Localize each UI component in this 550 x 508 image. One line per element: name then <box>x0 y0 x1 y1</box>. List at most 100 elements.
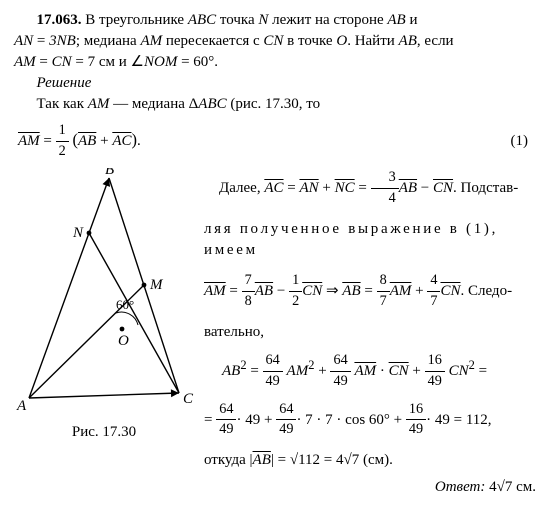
figure-text-row: ABCNMO60° Рис. 17.30 Далее, AC = AN + NC… <box>14 168 536 472</box>
AB: AB <box>387 12 405 28</box>
d: 2 <box>56 142 69 162</box>
seven: = 7 см и ∠ <box>72 54 144 70</box>
t: · 49 + <box>236 411 276 427</box>
equation-3: AB2 = 6449 AM2 + 6449 AM · CN + 1649 CN2… <box>222 351 536 392</box>
para-5: откуда |AB| = √112 = 4√7 (см). <box>204 450 536 471</box>
vec-AN: AN <box>299 180 318 196</box>
n: 1 <box>289 271 302 292</box>
t: откуда <box>204 452 250 468</box>
n: 64 <box>216 400 236 421</box>
solution-heading: Решение <box>14 73 536 94</box>
d: 49 <box>263 372 283 392</box>
AB: AB <box>222 363 240 379</box>
AB2: AB <box>399 33 417 49</box>
vec-AM: AM <box>354 363 376 379</box>
CN: CN <box>263 33 283 49</box>
frac-47: 47 <box>427 271 440 312</box>
n: 7 <box>242 271 255 292</box>
problem-line-1: 17.063. В треугольнике ABC точка N лежит… <box>14 10 536 31</box>
problem-line-2: AN = 3NB; медиана AM пересекается с CN в… <box>14 31 536 52</box>
d: 4 <box>371 189 399 209</box>
NOM: NOM <box>144 54 177 70</box>
frac-1649: 1649 <box>425 351 445 392</box>
n: 64 <box>263 351 283 372</box>
svg-text:60°: 60° <box>116 297 134 312</box>
vec-AB: AB <box>255 283 273 299</box>
t: (рис. 17.30, то <box>227 96 321 112</box>
problem-number: 17.063. <box>37 12 82 28</box>
n: 64 <box>330 351 350 372</box>
CN: CN <box>449 363 469 379</box>
abc: ABC <box>188 12 216 28</box>
ABC: ABC <box>198 96 226 112</box>
vec-AM: AM <box>390 283 412 299</box>
d: 49 <box>406 420 426 440</box>
figure-column: ABCNMO60° Рис. 17.30 <box>14 168 194 472</box>
AM: AM <box>88 96 110 112</box>
answer-value: 4√7 см. <box>485 479 536 495</box>
svg-text:O: O <box>118 333 129 349</box>
d: 49 <box>330 372 350 392</box>
svg-text:M: M <box>149 277 164 293</box>
solution-line-1: Так как AM — медиана ΔABC (рис. 17.30, т… <box>14 94 536 115</box>
problem-line-3: AM = CN = 7 см и ∠NOM = 60°. <box>14 52 536 73</box>
problem-block: 17.063. В треугольнике ABC точка N лежит… <box>14 10 536 73</box>
t: , если <box>417 33 454 49</box>
para-4: вательно, <box>204 322 536 343</box>
n: 8 <box>377 271 390 292</box>
d: 49 <box>216 420 236 440</box>
t: пересекается с <box>162 33 263 49</box>
triangle-figure: ABCNMO60° <box>14 168 194 418</box>
frac-34: 34 <box>371 168 399 209</box>
eq-number-1: (1) <box>511 131 537 152</box>
eq: = <box>284 180 300 196</box>
vec-CN: CN <box>302 283 322 299</box>
t: ; медиана <box>76 33 141 49</box>
vec-AB: AB <box>253 452 271 468</box>
vec-AB: AB <box>399 180 417 196</box>
n: 16 <box>425 351 445 372</box>
frac-6449a: 6449 <box>263 351 283 392</box>
n: 1 <box>56 121 69 142</box>
3NB: 3NB <box>49 33 76 49</box>
vec-AM: AM <box>18 133 40 149</box>
plus: + <box>96 133 112 149</box>
t: лежит на стороне <box>268 12 387 28</box>
svg-text:C: C <box>183 391 194 407</box>
frac-12: 12 <box>289 271 302 312</box>
dot: · <box>376 363 389 379</box>
AM: AM <box>287 363 309 379</box>
t: · 7 · 7 · cos 60° + <box>296 411 405 427</box>
frac-87: 87 <box>377 271 390 312</box>
vec-AB: AB <box>78 133 96 149</box>
root112: √112 <box>290 452 320 468</box>
AM: AM <box>14 54 36 70</box>
frac-6449c: 6449 <box>216 400 236 441</box>
t: . Подстав- <box>453 180 518 196</box>
sq: 2 <box>240 358 246 372</box>
solution-text-column: Далее, AC = AN + NC = 34AB − CN. Подстав… <box>204 168 536 472</box>
d: 49 <box>425 372 445 392</box>
d: 49 <box>276 420 296 440</box>
t: . Следо- <box>460 283 512 299</box>
svg-text:B: B <box>105 168 114 178</box>
implies: ⇒ <box>322 283 342 299</box>
t: Так как <box>37 96 88 112</box>
t: · 49 = 112, <box>426 411 491 427</box>
d: 7 <box>427 292 440 312</box>
vec-AC: AC <box>112 133 131 149</box>
svg-text:A: A <box>16 398 27 414</box>
vec-CN: CN <box>433 180 453 196</box>
CN: CN <box>52 54 72 70</box>
t: . Найти <box>347 33 398 49</box>
frac-half: 12 <box>56 121 69 162</box>
vec-AB: AB <box>342 283 360 299</box>
t: в точке <box>283 33 336 49</box>
frac-78: 78 <box>242 271 255 312</box>
figure-caption: Рис. 17.30 <box>14 422 194 443</box>
n: 64 <box>276 400 296 421</box>
sq: 2 <box>308 358 314 372</box>
O: O <box>336 33 347 49</box>
AM: AM <box>140 33 162 49</box>
vec-CN: CN <box>440 283 460 299</box>
